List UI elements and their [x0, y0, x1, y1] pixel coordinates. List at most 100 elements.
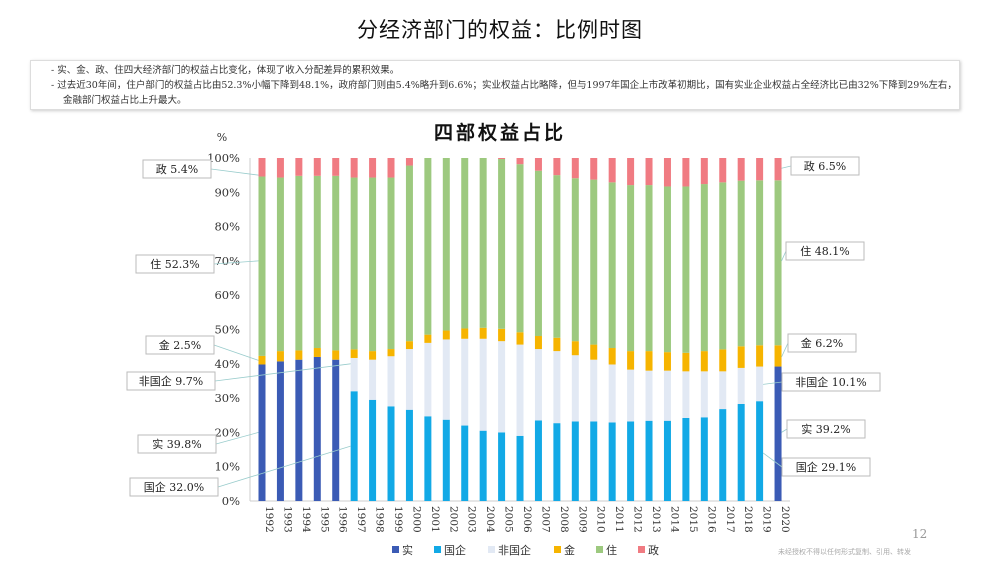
x-tick-label: 1994	[300, 506, 312, 533]
bar-segment-金-2018	[737, 346, 745, 368]
leader-line	[217, 445, 351, 488]
bar-segment-实-1995	[313, 356, 321, 501]
bar-segment-住-2005	[498, 159, 506, 329]
annotation-box	[142, 159, 212, 179]
bar-segment-实-1994	[295, 359, 303, 501]
bar-segment-住-2020	[774, 180, 782, 346]
bar-segment-国企-2005	[498, 432, 506, 501]
bar-segment-国企-1998	[369, 399, 377, 501]
annotation-label: 实 39.2%	[801, 422, 850, 436]
annotation-box	[126, 371, 216, 391]
bar-segment-非国企-2003	[461, 338, 469, 426]
y-tick-label: 30%	[214, 391, 240, 405]
x-tick-label: 2018	[742, 506, 754, 533]
annotation-box	[135, 254, 215, 274]
x-tick-label: 1993	[281, 506, 293, 533]
bar-segment-金-2020	[774, 345, 782, 367]
bar-segment-金-2013	[645, 351, 653, 371]
bar-segment-国企-2002	[442, 419, 450, 501]
bar-segment-政-2014	[663, 158, 671, 187]
notes-box: - 实、金、政、住四大经济部门的权益占比变化，体现了收入分配差异的累积效果。 -…	[30, 60, 960, 110]
bar-segment-住-2018	[737, 180, 745, 347]
bar-segment-非国企-2006	[516, 344, 524, 436]
bar-segment-实-1996	[332, 359, 340, 501]
bar-segment-政-2010	[590, 158, 598, 180]
x-tick-label: 2005	[503, 506, 515, 533]
annotation-box	[790, 156, 860, 176]
bar-segment-金-2010	[590, 344, 598, 360]
bar-segment-政-2015	[682, 158, 690, 187]
bar-segment-非国企-2004	[479, 338, 487, 431]
legend-label: 非国企	[498, 543, 531, 557]
page-number: 12	[912, 527, 928, 541]
leader-line	[781, 250, 787, 262]
bar-segment-国企-2019	[756, 401, 764, 501]
bar-segment-政-2006	[516, 158, 524, 165]
leader-line	[763, 381, 783, 385]
bar-segment-金-1994	[295, 350, 303, 360]
bar-segment-金-2000	[405, 341, 413, 350]
leader-line	[213, 344, 259, 361]
bar-segment-金-1995	[313, 348, 321, 357]
legend-label: 政	[648, 543, 659, 557]
legend-swatch-非国企	[488, 546, 495, 553]
bar-segment-国企-2011	[608, 422, 616, 501]
bar-segment-实-2020	[774, 366, 782, 501]
bar-segment-住-1995	[313, 175, 321, 349]
bar-segment-金-2011	[608, 348, 616, 365]
legend-swatch-实	[392, 546, 399, 553]
bar-segment-国企-2018	[737, 403, 745, 501]
y-tick-label: 0%	[222, 494, 240, 508]
bar-segment-国企-2010	[590, 421, 598, 501]
leader-line	[781, 165, 792, 169]
bar-segment-住-2009	[571, 178, 579, 342]
bar-segment-非国企-2019	[756, 366, 764, 402]
x-tick-label: 2013	[650, 506, 662, 533]
bar-segment-政-1998	[369, 158, 377, 178]
bar-segment-住-2002	[442, 158, 450, 331]
legend-label: 国企	[444, 543, 466, 557]
x-tick-label: 1992	[263, 506, 275, 533]
bar-segment-金-1993	[276, 351, 284, 362]
y-tick-label: 20%	[214, 425, 240, 439]
bar-segment-实-1993	[276, 361, 284, 501]
bar-segment-非国企-2016	[700, 371, 708, 418]
bar-segment-政-2016	[700, 158, 708, 185]
bar-segment-住-2000	[405, 165, 413, 342]
annotation-label: 国企 32.0%	[144, 480, 204, 494]
bar-segment-非国企-2001	[424, 342, 432, 417]
bar-segment-住-1992	[258, 176, 266, 356]
annotation-box	[129, 477, 219, 497]
x-tick-label: 2011	[613, 506, 625, 533]
bar-segment-政-1997	[350, 158, 358, 178]
bar-segment-政-2009	[571, 158, 579, 179]
bar-segment-金-1999	[387, 349, 395, 357]
bar-segment-非国企-2008	[553, 351, 561, 424]
bar-segment-金-2016	[700, 351, 708, 372]
leader-line	[762, 452, 783, 468]
bar-segment-住-2015	[682, 186, 690, 353]
note-1: - 实、金、政、住四大经济部门的权益占比变化，体现了收入分配差异的累积效果。	[51, 65, 400, 76]
bar-segment-金-1997	[350, 349, 358, 358]
bar-segment-住-2013	[645, 185, 653, 352]
x-tick-label: 2006	[521, 506, 533, 533]
bar-segment-国企-2007	[534, 420, 542, 501]
bar-segment-非国企-2002	[442, 339, 450, 420]
x-tick-label: 1998	[374, 506, 386, 533]
bar-segment-住-2004	[479, 158, 487, 328]
bar-segment-国企-2000	[405, 409, 413, 501]
x-tick-label: 2015	[687, 506, 699, 533]
annotation-box	[785, 241, 865, 261]
annotation-label: 政 5.4%	[156, 162, 198, 176]
bar-segment-政-2018	[737, 158, 745, 181]
legend-swatch-金	[554, 546, 561, 553]
bar-segment-非国企-2005	[498, 341, 506, 433]
x-tick-label: 2012	[632, 506, 644, 533]
bar-segment-金-2006	[516, 332, 524, 345]
x-tick-label: 1997	[355, 506, 367, 533]
x-tick-label: 2001	[429, 506, 441, 533]
bar-segment-住-2019	[756, 180, 764, 346]
bar-segment-住-2016	[700, 184, 708, 352]
bar-segment-国企-2004	[479, 430, 487, 501]
bar-segment-住-2006	[516, 164, 524, 333]
